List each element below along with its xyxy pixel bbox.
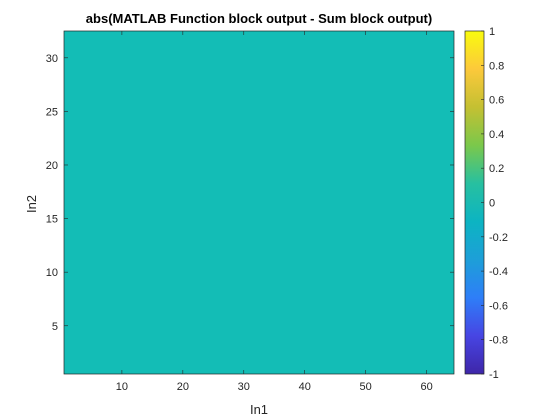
x-tick-label: 60	[420, 381, 432, 393]
colorbar-tick-label: 0.8	[489, 60, 504, 72]
colorbar-tick-label: 0	[489, 198, 495, 210]
colorbar: -1 -0.8 -0.6 -0.4 -0.2 0 0.2 0.4 0.6 0.8 1	[464, 26, 508, 381]
y-axis: 5 10 15 20 25 30	[46, 53, 454, 333]
y-tick-label: 30	[46, 53, 58, 65]
colorbar-tick-label: -0.6	[489, 300, 508, 312]
x-axis: 10 20 30 40 50 60	[116, 31, 433, 393]
colorbar-tick-label: -1	[489, 369, 499, 381]
colorbar-tick-label: 1	[489, 26, 495, 38]
colorbar-tick-label: -0.8	[489, 335, 508, 347]
heatmap-cells	[64, 31, 454, 374]
x-tick-label: 20	[177, 381, 189, 393]
x-tick-label: 50	[360, 381, 372, 393]
x-tick-label: 10	[116, 381, 128, 393]
x-tick-label: 40	[299, 381, 311, 393]
heatmap-plot-area	[63, 30, 455, 375]
colorbar-tick-label: 0.2	[489, 163, 504, 175]
y-tick-label: 5	[52, 321, 58, 333]
colorbar-tick-label: -0.2	[489, 232, 508, 244]
x-tick-label: 30	[238, 381, 250, 393]
colorbar-tick-label: -0.4	[489, 266, 508, 278]
y-tick-label: 10	[46, 267, 58, 279]
axes-box	[63, 30, 455, 375]
y-tick-label: 25	[46, 106, 58, 118]
y-tick-label: 20	[46, 160, 58, 172]
colorbar-gradient	[465, 31, 484, 374]
chart-title: abs(MATLAB Function block output - Sum b…	[86, 11, 432, 26]
colorbar-tick-label: 0.6	[489, 95, 504, 107]
y-axis-label: In2	[24, 195, 39, 213]
x-axis-label: In1	[250, 402, 268, 417]
y-tick-label: 15	[46, 214, 58, 226]
colorbar-tick-label: 0.4	[489, 129, 504, 141]
